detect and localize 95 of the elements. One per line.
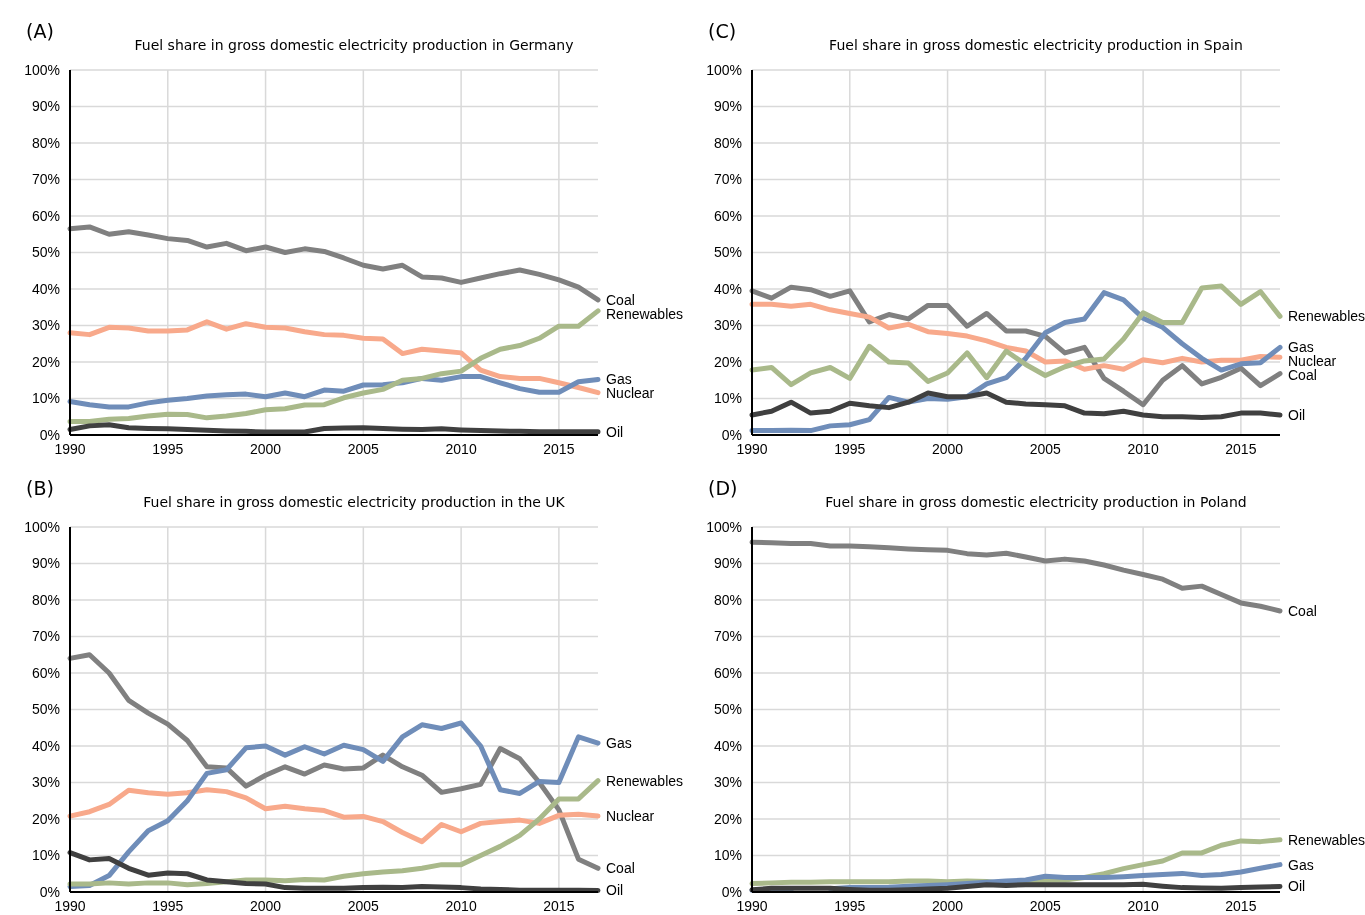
y-tick-label: 0%: [721, 883, 742, 900]
x-tick-label: 2000: [249, 898, 282, 914]
x-tick-label: 2010: [1127, 441, 1159, 457]
series-label: Oil: [606, 423, 624, 440]
series-label: Gas: [606, 734, 632, 751]
y-tick-label: 30%: [31, 774, 60, 791]
x-tick-label: 2005: [347, 441, 380, 457]
y-tick-label: 20%: [713, 810, 742, 827]
y-tick-label: 40%: [31, 737, 60, 754]
y-tick-label: 100%: [24, 518, 60, 535]
series-label: Nuclear: [1288, 353, 1337, 370]
y-tick-label: 10%: [713, 390, 742, 407]
x-tick-label: 2005: [1029, 441, 1062, 457]
x-tick-label: 2015: [543, 898, 575, 914]
y-tick-label: 40%: [713, 280, 742, 297]
y-tick-label: 80%: [31, 134, 60, 151]
series-label: Renewables: [606, 305, 684, 322]
y-tick-label: 40%: [713, 737, 742, 754]
y-tick-label: 20%: [31, 810, 60, 827]
y-tick-label: 50%: [713, 701, 742, 718]
y-tick-label: 60%: [713, 207, 742, 224]
y-tick-label: 0%: [721, 426, 742, 443]
series-label: Oil: [1288, 878, 1306, 895]
x-tick-label: 1995: [152, 898, 184, 914]
series-label: Oil: [606, 882, 624, 899]
y-tick-label: 40%: [31, 280, 60, 297]
y-tick-label: 30%: [31, 317, 60, 334]
x-tick-label: 2010: [1127, 898, 1159, 914]
chart-title: Fuel share in gross domestic electricity production in the UK: [143, 494, 566, 510]
x-tick-label: 1995: [834, 898, 866, 914]
series-label: Renewables: [606, 772, 684, 789]
y-tick-label: 10%: [31, 847, 60, 864]
y-tick-label: 50%: [31, 701, 60, 718]
y-tick-label: 50%: [31, 244, 60, 261]
y-tick-label: 20%: [31, 353, 60, 370]
y-tick-label: 0%: [39, 426, 60, 443]
series-label: Coal: [606, 860, 635, 877]
x-tick-label: 2015: [1225, 898, 1257, 914]
y-tick-label: 70%: [713, 628, 742, 645]
text: (C): [708, 20, 737, 42]
y-tick-label: 100%: [706, 518, 742, 535]
x-tick-label: 1990: [54, 898, 86, 914]
series-label: Gas: [1288, 339, 1314, 356]
y-tick-label: 90%: [713, 555, 742, 572]
x-tick-label: 1990: [736, 898, 768, 914]
chart-title: Fuel share in gross domestic electricity production in Germany: [134, 37, 574, 53]
x-tick-label: 2010: [445, 898, 477, 914]
x-tick-label: 2005: [347, 898, 380, 914]
series-label: Nuclear: [606, 385, 655, 402]
y-tick-label: 50%: [713, 244, 742, 261]
x-tick-label: 2015: [1225, 441, 1257, 457]
series-label: Renewables: [1288, 308, 1365, 325]
series-label: Nuclear: [606, 807, 655, 824]
y-tick-label: 70%: [31, 628, 60, 645]
text: (B): [26, 477, 54, 499]
series-label: Gas: [1288, 856, 1314, 873]
y-tick-label: 80%: [713, 134, 742, 151]
x-tick-label: 2000: [931, 441, 964, 457]
x-tick-label: 1990: [54, 441, 86, 457]
y-tick-label: 70%: [713, 171, 742, 188]
series-label: Coal: [1288, 367, 1317, 384]
y-tick-label: 60%: [31, 664, 60, 681]
chart-title: Fuel share in gross domestic electricity production in Spain: [829, 37, 1243, 53]
x-tick-label: 2015: [543, 441, 575, 457]
y-tick-label: 90%: [31, 98, 60, 115]
series-label: Gas: [606, 371, 632, 388]
series-label: Renewables: [1288, 831, 1365, 848]
series-label: Coal: [1288, 602, 1317, 619]
x-tick-label: 1995: [834, 441, 866, 457]
series-label: Coal: [606, 291, 635, 308]
y-tick-label: 90%: [31, 555, 60, 572]
y-tick-label: 0%: [39, 883, 60, 900]
y-tick-label: 80%: [31, 591, 60, 608]
y-tick-label: 70%: [31, 171, 60, 188]
y-tick-label: 100%: [24, 61, 60, 78]
chart-title: Fuel share in gross domestic electricity production in Poland: [825, 494, 1247, 510]
y-tick-label: 30%: [713, 774, 742, 791]
y-tick-label: 60%: [713, 664, 742, 681]
y-tick-label: 60%: [31, 207, 60, 224]
y-tick-label: 90%: [713, 98, 742, 115]
y-tick-label: 30%: [713, 317, 742, 334]
x-tick-label: 2000: [249, 441, 282, 457]
x-tick-label: 1990: [736, 441, 768, 457]
y-tick-label: 10%: [713, 847, 742, 864]
series-label: Oil: [1288, 406, 1306, 423]
y-tick-label: 100%: [706, 61, 742, 78]
y-tick-label: 10%: [31, 390, 60, 407]
y-tick-label: 20%: [713, 353, 742, 370]
text: (A): [26, 20, 54, 42]
x-tick-label: 2000: [931, 898, 964, 914]
x-tick-label: 2005: [1029, 898, 1062, 914]
text: (D): [708, 477, 738, 499]
y-tick-label: 80%: [713, 591, 742, 608]
x-tick-label: 1995: [152, 441, 184, 457]
x-tick-label: 2010: [445, 441, 477, 457]
